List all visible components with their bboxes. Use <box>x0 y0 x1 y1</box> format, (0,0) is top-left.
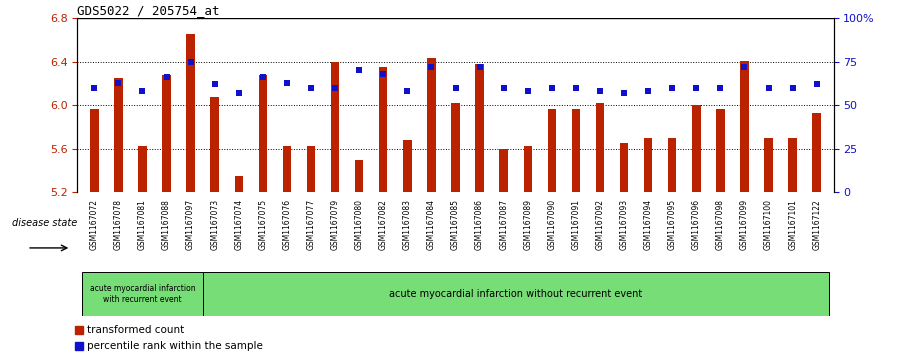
Bar <box>716 109 724 192</box>
Bar <box>524 146 532 192</box>
Text: GSM1167099: GSM1167099 <box>740 199 749 250</box>
Text: GSM1167074: GSM1167074 <box>234 199 243 250</box>
Text: GSM1167093: GSM1167093 <box>619 199 629 250</box>
Bar <box>307 146 315 192</box>
Bar <box>572 109 580 192</box>
Bar <box>234 176 243 192</box>
Text: acute myocardial infarction without recurrent event: acute myocardial infarction without recu… <box>389 289 642 299</box>
Text: GSM1167085: GSM1167085 <box>451 199 460 250</box>
Text: GSM1167100: GSM1167100 <box>764 199 773 250</box>
Text: GSM1167097: GSM1167097 <box>186 199 195 250</box>
Bar <box>114 78 123 192</box>
Bar <box>187 34 195 192</box>
Bar <box>741 61 749 192</box>
Text: GSM1167095: GSM1167095 <box>668 199 677 250</box>
Text: GSM1167098: GSM1167098 <box>716 199 725 250</box>
Text: GSM1167073: GSM1167073 <box>210 199 220 250</box>
Text: GSM1167081: GSM1167081 <box>138 199 147 250</box>
Text: GSM1167083: GSM1167083 <box>403 199 412 250</box>
Text: GSM1167077: GSM1167077 <box>306 199 315 250</box>
Text: transformed count: transformed count <box>87 325 184 335</box>
Text: GSM1167092: GSM1167092 <box>596 199 605 250</box>
Text: GSM1167086: GSM1167086 <box>475 199 484 250</box>
Text: GSM1167082: GSM1167082 <box>379 199 388 250</box>
Text: acute myocardial infarction
with recurrent event: acute myocardial infarction with recurre… <box>89 284 195 304</box>
Text: percentile rank within the sample: percentile rank within the sample <box>87 341 263 351</box>
Text: GSM1167091: GSM1167091 <box>571 199 580 250</box>
Bar <box>282 146 292 192</box>
Bar <box>210 97 219 192</box>
Text: GSM1167096: GSM1167096 <box>691 199 701 250</box>
Text: GSM1167088: GSM1167088 <box>162 199 171 250</box>
Bar <box>619 143 629 192</box>
Bar <box>404 140 412 192</box>
Bar <box>138 146 147 192</box>
Text: GSM1167078: GSM1167078 <box>114 199 123 250</box>
Bar <box>82 272 202 316</box>
Text: GSM1167101: GSM1167101 <box>788 199 797 250</box>
Text: GSM1167080: GSM1167080 <box>354 199 363 250</box>
Bar <box>202 272 829 316</box>
Bar <box>813 113 821 192</box>
Text: GSM1167079: GSM1167079 <box>331 199 340 250</box>
Bar <box>355 160 363 192</box>
Bar <box>499 149 507 192</box>
Bar <box>788 138 797 192</box>
Text: GSM1167087: GSM1167087 <box>499 199 508 250</box>
Bar <box>162 75 170 192</box>
Bar <box>259 75 267 192</box>
Bar <box>764 138 773 192</box>
Text: GSM1167122: GSM1167122 <box>813 199 821 249</box>
Bar <box>451 103 460 192</box>
Bar <box>427 58 435 192</box>
Bar <box>90 109 98 192</box>
Text: disease state: disease state <box>12 218 77 228</box>
Text: GDS5022 / 205754_at: GDS5022 / 205754_at <box>77 4 220 17</box>
Bar <box>692 105 701 192</box>
Bar <box>379 67 387 192</box>
Text: GSM1167094: GSM1167094 <box>644 199 652 250</box>
Bar <box>476 64 484 192</box>
Bar <box>596 103 604 192</box>
Text: GSM1167072: GSM1167072 <box>90 199 98 250</box>
Text: GSM1167089: GSM1167089 <box>523 199 532 250</box>
Text: GSM1167075: GSM1167075 <box>259 199 267 250</box>
Bar <box>548 109 556 192</box>
Text: GSM1167084: GSM1167084 <box>427 199 436 250</box>
Bar <box>644 138 652 192</box>
Text: GSM1167076: GSM1167076 <box>282 199 292 250</box>
Bar <box>668 138 677 192</box>
Text: GSM1167090: GSM1167090 <box>548 199 557 250</box>
Bar <box>331 62 339 192</box>
